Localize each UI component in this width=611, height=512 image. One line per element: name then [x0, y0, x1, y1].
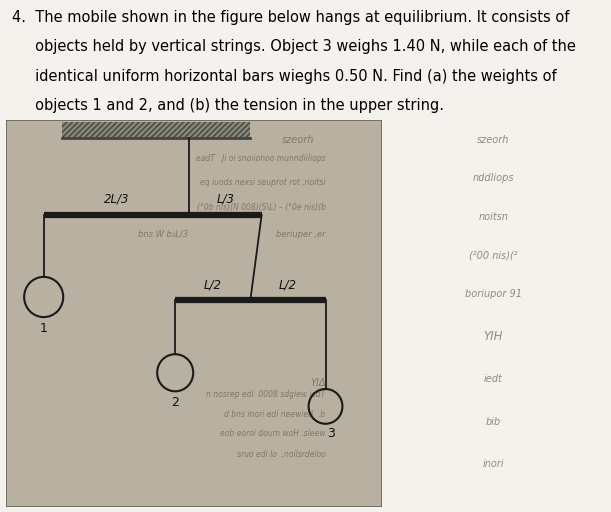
- Text: d bns inori edi neewied  .b: d bns inori edi neewied .b: [224, 410, 326, 419]
- Text: YIΔ: YIΔ: [310, 378, 326, 388]
- Text: eq iuods nexsi seuprot rot ,noitsi: eq iuods nexsi seuprot rot ,noitsi: [200, 178, 326, 187]
- Text: L/2: L/2: [204, 279, 222, 291]
- Text: 1: 1: [40, 322, 48, 335]
- Text: (²00 nis)(²: (²00 nis)(²: [469, 250, 518, 261]
- Text: L/3: L/3: [216, 193, 234, 205]
- Text: objects held by vertical strings. Object 3 weighs 1.40 N, while each of the: objects held by vertical strings. Object…: [12, 39, 576, 54]
- Bar: [62, 122, 251, 138]
- Text: iedt: iedt: [484, 374, 503, 385]
- Text: bib: bib: [486, 417, 501, 427]
- Text: 3: 3: [327, 427, 335, 440]
- Text: eob eoroi doum woH .sleew: eob eoroi doum woH .sleew: [220, 429, 326, 438]
- Text: YIH: YIH: [484, 330, 503, 343]
- Text: beriuper ,er: beriuper ,er: [276, 230, 326, 239]
- Text: eadT  .Ji oi snoiionoo munndiiliops: eadT .Ji oi snoiionoo munndiiliops: [196, 155, 326, 163]
- Text: szeorh: szeorh: [477, 135, 510, 145]
- Text: noitsn: noitsn: [478, 212, 508, 222]
- Text: sruo edi lo  ,noilsrdeloo: sruo edi lo ,noilsrdeloo: [236, 450, 326, 459]
- Text: bns W b₂L/3: bns W b₂L/3: [137, 230, 188, 239]
- Text: 2L/3: 2L/3: [104, 193, 129, 205]
- Text: (°0b nis)(N 008)(S\L) – (°0e nis)(b: (°0b nis)(N 008)(S\L) – (°0e nis)(b: [197, 203, 326, 212]
- Text: 2: 2: [171, 396, 179, 409]
- Text: L/2: L/2: [279, 279, 297, 291]
- Text: n nosrep edi  0008 sdgiew isdT: n nosrep edi 0008 sdgiew isdT: [207, 390, 326, 399]
- Text: inori: inori: [483, 459, 504, 470]
- Text: nddliops: nddliops: [473, 173, 514, 183]
- Text: boriupor 91: boriupor 91: [465, 289, 522, 300]
- Text: objects 1 and 2, and (b) the tension in the upper string.: objects 1 and 2, and (b) the tension in …: [12, 98, 444, 113]
- Text: identical uniform horizontal bars wieghs 0.50 N. Find (a) the weights of: identical uniform horizontal bars wieghs…: [12, 69, 557, 84]
- Text: 4.  The mobile shown in the figure below hangs at equilibrium. It consists of: 4. The mobile shown in the figure below …: [12, 10, 569, 25]
- Text: szeorh: szeorh: [282, 135, 314, 145]
